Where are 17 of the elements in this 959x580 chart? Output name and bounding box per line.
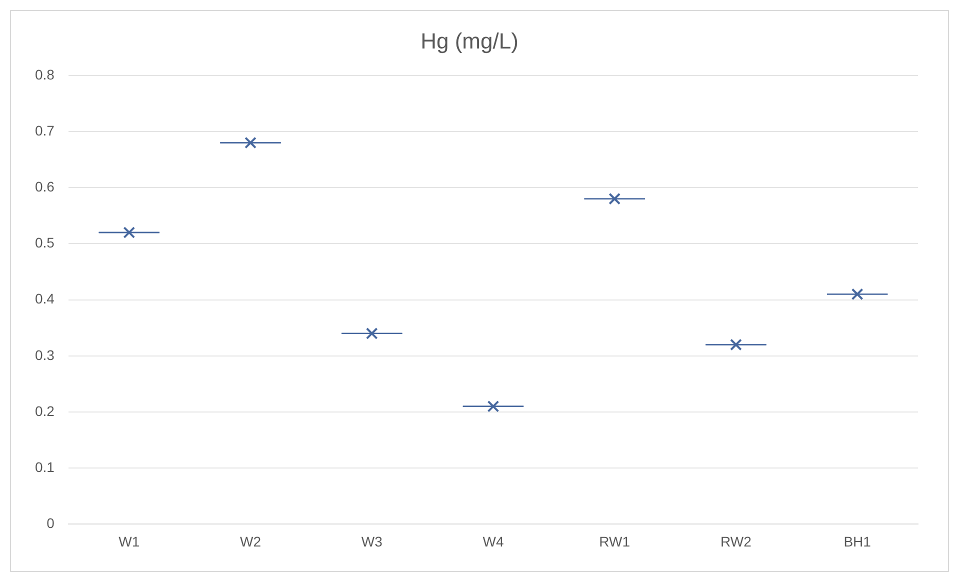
- y-tick-label: 0.6: [34, 178, 55, 194]
- x-tick-label: W2: [240, 533, 262, 550]
- x-tick-label: W4: [482, 533, 504, 550]
- x-tick-label: BH1: [844, 533, 872, 550]
- y-tick-label: 0.8: [34, 66, 55, 82]
- chart-title: Hg (mg/L): [420, 28, 518, 54]
- y-tick-label: 0.4: [34, 290, 55, 307]
- x-tick-label: W1: [118, 533, 140, 550]
- x-tick-label: RW2: [720, 533, 752, 550]
- y-tick-label: 0.3: [34, 346, 55, 363]
- x-tick-label: W3: [361, 533, 383, 550]
- x-tick-label: RW1: [599, 533, 630, 550]
- y-tick-label: 0.2: [34, 402, 55, 419]
- y-tick-label: 0: [46, 515, 55, 532]
- y-tick-label: 0.5: [34, 234, 55, 251]
- y-tick-label: 0.1: [34, 458, 55, 475]
- y-tick-label: 0.7: [34, 122, 55, 138]
